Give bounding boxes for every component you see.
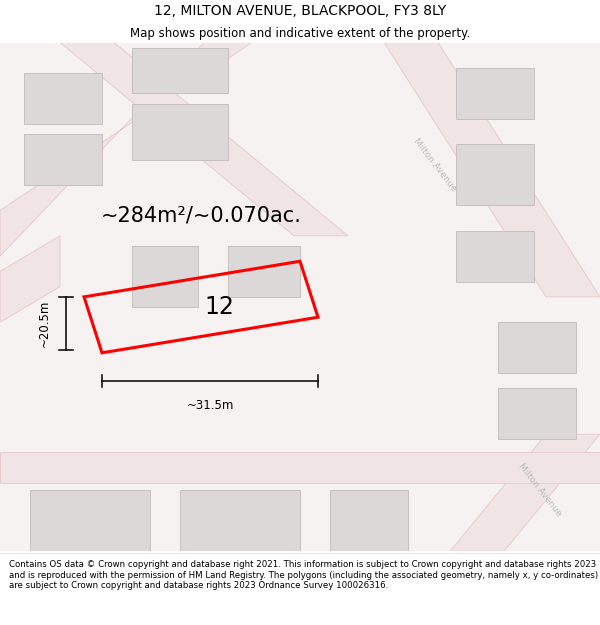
Polygon shape [180,490,300,551]
Polygon shape [450,434,600,551]
Polygon shape [132,246,198,307]
Polygon shape [30,490,150,551]
Polygon shape [0,42,252,256]
Polygon shape [24,134,102,185]
Polygon shape [132,104,228,159]
Polygon shape [498,322,576,373]
Polygon shape [384,42,600,297]
Text: Milton Avenue: Milton Avenue [517,462,563,518]
Text: 12: 12 [204,295,234,319]
Polygon shape [330,490,408,551]
Text: 12, MILTON AVENUE, BLACKPOOL, FY3 8LY: 12, MILTON AVENUE, BLACKPOOL, FY3 8LY [154,4,446,18]
Text: Contains OS data © Crown copyright and database right 2021. This information is : Contains OS data © Crown copyright and d… [9,560,598,590]
Text: ~20.5m: ~20.5m [38,300,51,348]
Polygon shape [132,48,228,93]
Polygon shape [498,389,576,439]
Polygon shape [456,144,534,205]
Polygon shape [0,236,60,322]
Polygon shape [24,73,102,124]
Polygon shape [228,246,300,297]
Polygon shape [0,452,600,482]
Polygon shape [60,42,348,236]
Polygon shape [456,231,534,282]
Text: ~31.5m: ~31.5m [187,399,233,412]
Text: Milton Avenue: Milton Avenue [412,136,458,192]
Text: Map shows position and indicative extent of the property.: Map shows position and indicative extent… [130,27,470,39]
Polygon shape [456,68,534,119]
Text: ~284m²/~0.070ac.: ~284m²/~0.070ac. [101,206,301,226]
